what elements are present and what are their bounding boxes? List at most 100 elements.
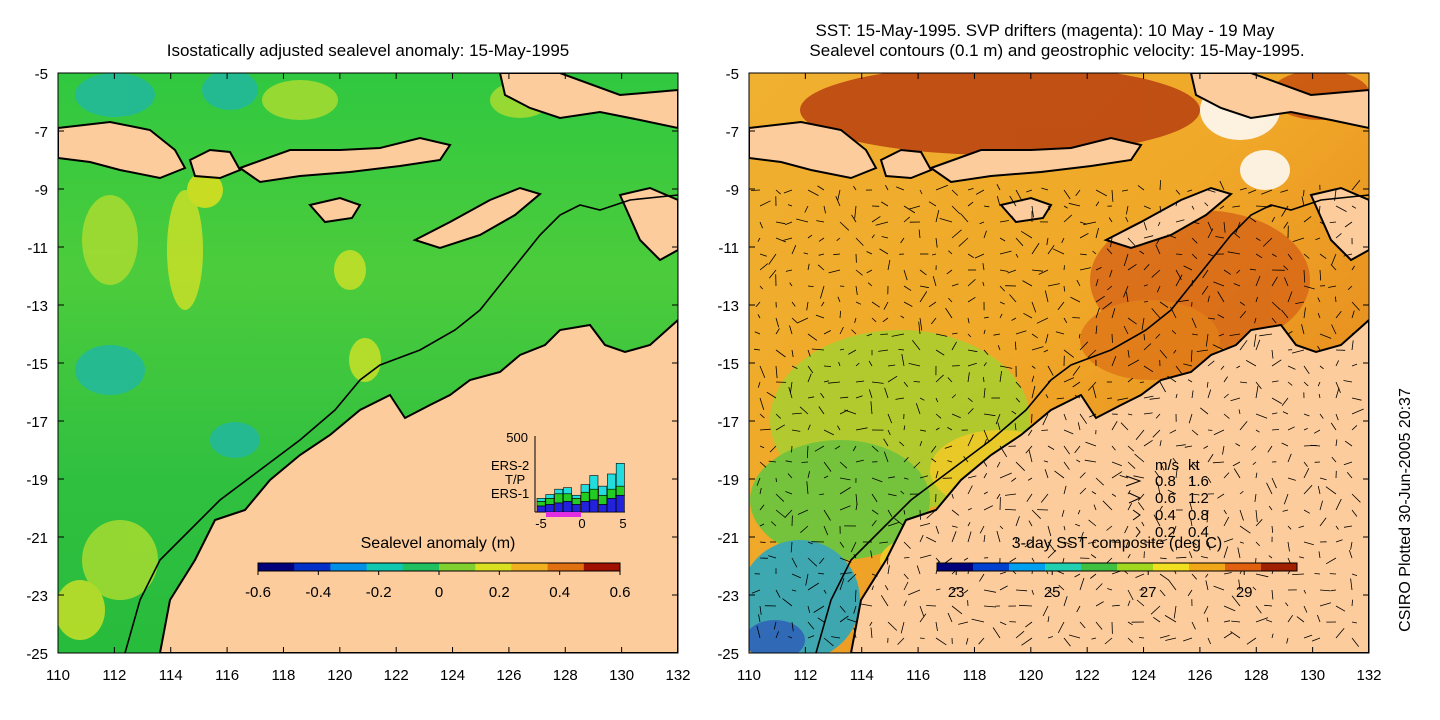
- velocity-vector: [1271, 301, 1281, 311]
- velocity-vector: [1139, 381, 1145, 383]
- velocity-vector: [1283, 221, 1289, 229]
- velocity-vector: [1191, 493, 1200, 496]
- velocity-vector: [996, 493, 1001, 500]
- velocity-vector: [983, 461, 988, 467]
- tanimbar-island-r: [1309, 186, 1369, 262]
- velocity-vector: [1351, 637, 1360, 647]
- velocity-vector: [1079, 487, 1087, 495]
- velocity-vector: [768, 269, 777, 279]
- velocity-vector: [1127, 263, 1137, 271]
- velocity-vector: [823, 637, 834, 647]
- velocity-vector: [807, 189, 819, 196]
- velocity-vector: [1106, 349, 1113, 352]
- velocity-vector: [993, 333, 1001, 336]
- velocity-vector: [1282, 411, 1289, 415]
- velocity-vector: [1063, 485, 1067, 495]
- velocity-vector: [1047, 525, 1052, 537]
- velocity-vector: [1261, 205, 1273, 210]
- speed-kt-value: 0.4: [1188, 524, 1209, 541]
- velocity-vector: [1004, 509, 1017, 511]
- velocity-vector: [887, 413, 893, 424]
- velocity-vector: [1143, 221, 1148, 231]
- velocity-vector: [1127, 589, 1134, 601]
- y-tick-label: -17: [26, 414, 48, 431]
- velocity-vector: [1135, 573, 1145, 578]
- velocity-vector: [1303, 605, 1308, 613]
- colorbar-segment: [937, 563, 974, 571]
- x-tick-label: 126: [496, 667, 521, 684]
- inset-bar-ers1: [580, 501, 590, 513]
- velocity-vector: [919, 269, 927, 276]
- velocity-vector: [999, 525, 1004, 530]
- inset-bar-ers1: [545, 504, 555, 513]
- velocity-vector: [791, 445, 793, 453]
- velocity-vector: [1328, 285, 1337, 288]
- velocity-vector: [1271, 397, 1282, 404]
- velocity-vector: [1335, 439, 1338, 447]
- velocity-vector: [768, 253, 777, 265]
- velocity-vector: [1223, 546, 1229, 559]
- velocity-vector: [757, 314, 761, 319]
- velocity-vector: [1303, 468, 1310, 479]
- velocity-vector: [1159, 205, 1162, 213]
- velocity-vector: [1223, 572, 1232, 575]
- velocity-vector: [823, 205, 826, 214]
- velocity-vector: [983, 505, 993, 511]
- velocity-vector: [1040, 493, 1049, 503]
- velocity-vector: [818, 253, 825, 256]
- velocity-vector: [951, 189, 959, 196]
- velocity-vector: [951, 531, 957, 543]
- velocity-vector: [948, 250, 953, 255]
- velocity-vector: [884, 585, 889, 591]
- velocity-vector: [908, 363, 921, 367]
- velocity-vector: [1143, 333, 1145, 341]
- velocity-vector: [811, 348, 825, 351]
- velocity-vector: [996, 195, 1001, 207]
- velocity-vector: [983, 439, 987, 447]
- velocity-vector: [999, 237, 1006, 242]
- velocity-vector: [1287, 525, 1292, 530]
- inset-xticks: -5 0 5: [535, 516, 626, 531]
- velocity-vector: [1063, 413, 1067, 421]
- velocity-vector: [1127, 445, 1135, 452]
- velocity-vector: [951, 341, 957, 351]
- velocity-vector: [1255, 385, 1259, 399]
- velocity-vector: [1159, 461, 1165, 471]
- velocity-vector: [1351, 397, 1362, 401]
- velocity-vector: [1255, 253, 1263, 259]
- velocity-vector: [1196, 349, 1209, 352]
- velocity-vector: [1062, 557, 1065, 564]
- y-tick-label: -17: [717, 414, 739, 431]
- velocity-vector: [759, 263, 769, 271]
- velocity-vector: [1205, 573, 1209, 578]
- velocity-vector: [947, 427, 953, 431]
- velocity-vector: [1157, 221, 1161, 227]
- velocity-vector: [1111, 308, 1116, 319]
- velocity-vector: [1255, 472, 1258, 479]
- velocity-vector: [1271, 359, 1282, 367]
- velocity-vector: [1205, 580, 1209, 591]
- velocity-vector: [1253, 333, 1257, 347]
- y-tick-label: -23: [26, 588, 48, 605]
- velocity-vector: [1077, 509, 1081, 515]
- left-isobath: [124, 194, 678, 653]
- velocity-vector: [1319, 413, 1324, 419]
- velocity-vector: [1271, 525, 1274, 533]
- velocity-vector: [1335, 498, 1342, 511]
- velocity-vector: [1255, 519, 1263, 527]
- inset-ytick: 500: [506, 430, 528, 445]
- inset-bar-tp: [589, 488, 599, 501]
- velocity-vector: [1022, 280, 1033, 287]
- velocity-vector: [919, 534, 924, 543]
- velocity-vector: [1055, 331, 1065, 335]
- velocity-vector: [871, 301, 880, 308]
- velocity-vector: [1351, 179, 1361, 191]
- velocity-vector: [1127, 237, 1136, 246]
- x-tick-label: 120: [1018, 667, 1043, 684]
- velocity-vector: [1031, 385, 1036, 399]
- colorbar-segment: [511, 563, 549, 571]
- velocity-vector: [775, 631, 779, 639]
- velocity-vector: [1056, 397, 1065, 400]
- velocity-vector: [947, 377, 953, 383]
- velocity-vector: [1009, 294, 1017, 303]
